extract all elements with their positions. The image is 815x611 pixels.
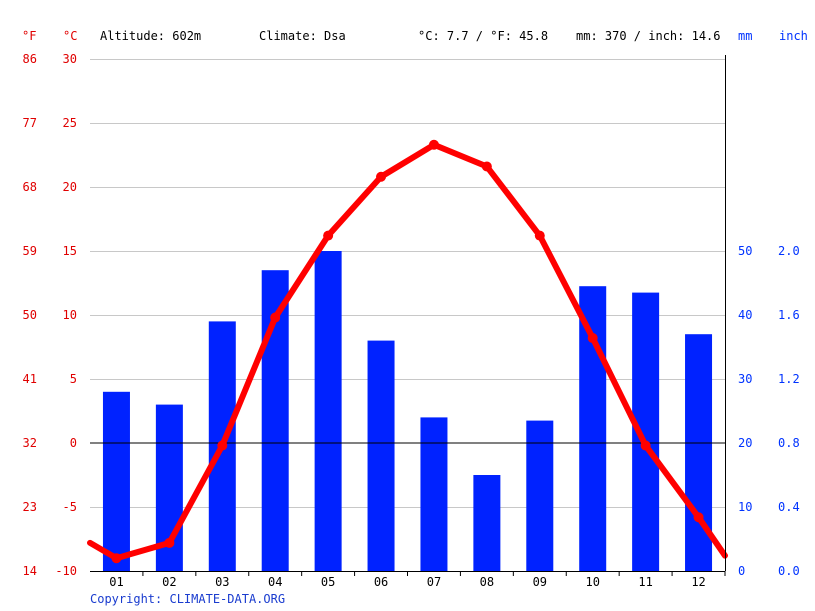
- inch-unit-label: inch: [779, 29, 808, 43]
- grid-lines: [90, 59, 725, 508]
- inch-tick-label: 2.0: [778, 244, 800, 258]
- month-tick-label: 11: [638, 575, 652, 589]
- temperature-polyline: [87, 141, 728, 562]
- temperature-point: [164, 537, 175, 548]
- mm-tick-label: 30: [738, 372, 752, 386]
- temperature-point: [111, 553, 122, 564]
- month-tick-label: 08: [480, 575, 494, 589]
- precipitation-bar: [526, 420, 554, 571]
- temperature-point: [270, 312, 281, 323]
- celsius-tick-label: 5: [70, 372, 77, 386]
- axes: [90, 55, 726, 572]
- precipitation-bar: [314, 251, 342, 571]
- precipitation-bar: [102, 391, 130, 571]
- temperature-point: [534, 230, 545, 241]
- precipitation-bars: [102, 251, 713, 571]
- month-tick-label: 12: [691, 575, 705, 589]
- precipitation-bar: [579, 286, 607, 571]
- fahrenheit-tick-label: 68: [23, 180, 37, 194]
- month-tick-label: 05: [321, 575, 335, 589]
- mm-tick-label: 0: [738, 564, 745, 578]
- month-tick-label: 06: [374, 575, 388, 589]
- month-tick-label: 07: [427, 575, 441, 589]
- temperature-point: [217, 440, 228, 451]
- mm-unit-label: mm: [738, 29, 752, 43]
- month-tick-label: 04: [268, 575, 282, 589]
- fahrenheit-tick-label: 77: [23, 116, 37, 130]
- temperature-point: [323, 230, 334, 241]
- celsius-tick-label: 25: [63, 116, 77, 130]
- inch-tick-label: 0.4: [778, 500, 800, 514]
- celsius-tick-label: 20: [63, 180, 77, 194]
- temperature-point: [428, 139, 439, 150]
- month-tick-label: 02: [162, 575, 176, 589]
- fahrenheit-tick-label: 59: [23, 244, 37, 258]
- celsius-tick-label: -5: [63, 500, 77, 514]
- copyright-text: Copyright: CLIMATE-DATA.ORG: [90, 592, 285, 606]
- inch-tick-label: 1.6: [778, 308, 800, 322]
- celsius-tick-label: 10: [63, 308, 77, 322]
- celsius-tick-label: 0: [70, 436, 77, 450]
- fahrenheit-tick-label: 86: [23, 52, 37, 66]
- temperature-summary: °C: 7.7 / °F: 45.8: [418, 29, 548, 43]
- fahrenheit-tick-label: 32: [23, 436, 37, 450]
- fahrenheit-tick-label: 41: [23, 372, 37, 386]
- inch-tick-label: 1.2: [778, 372, 800, 386]
- precipitation-bar: [473, 475, 501, 571]
- celsius-unit-label: °C: [63, 29, 77, 43]
- altitude-text: Altitude: 602m: [100, 29, 201, 43]
- temperature-point: [587, 333, 598, 344]
- temperature-point: [693, 512, 704, 523]
- month-tick-label: 09: [533, 575, 547, 589]
- fahrenheit-unit-label: °F: [22, 29, 36, 43]
- inch-tick-label: 0.8: [778, 436, 800, 450]
- mm-tick-label: 20: [738, 436, 752, 450]
- celsius-tick-label: -10: [55, 564, 77, 578]
- month-tick-label: 03: [215, 575, 229, 589]
- fahrenheit-tick-label: 50: [23, 308, 37, 322]
- temperature-point: [481, 161, 492, 172]
- fahrenheit-tick-label: 14: [23, 564, 37, 578]
- temperature-point: [376, 171, 387, 182]
- fahrenheit-tick-label: 23: [23, 500, 37, 514]
- mm-tick-label: 40: [738, 308, 752, 322]
- month-tick-label: 01: [109, 575, 123, 589]
- mm-tick-label: 10: [738, 500, 752, 514]
- precipitation-bar: [420, 417, 448, 571]
- celsius-tick-label: 30: [63, 52, 77, 66]
- climate-text: Climate: Dsa: [259, 29, 346, 43]
- mm-tick-label: 50: [738, 244, 752, 258]
- temperature-point: [640, 440, 651, 451]
- temperature-line: [87, 139, 728, 564]
- celsius-tick-label: 15: [63, 244, 77, 258]
- inch-tick-label: 0.0: [778, 564, 800, 578]
- precipitation-summary: mm: 370 / inch: 14.6: [576, 29, 721, 43]
- precipitation-bar: [367, 340, 395, 571]
- month-tick-label: 10: [585, 575, 599, 589]
